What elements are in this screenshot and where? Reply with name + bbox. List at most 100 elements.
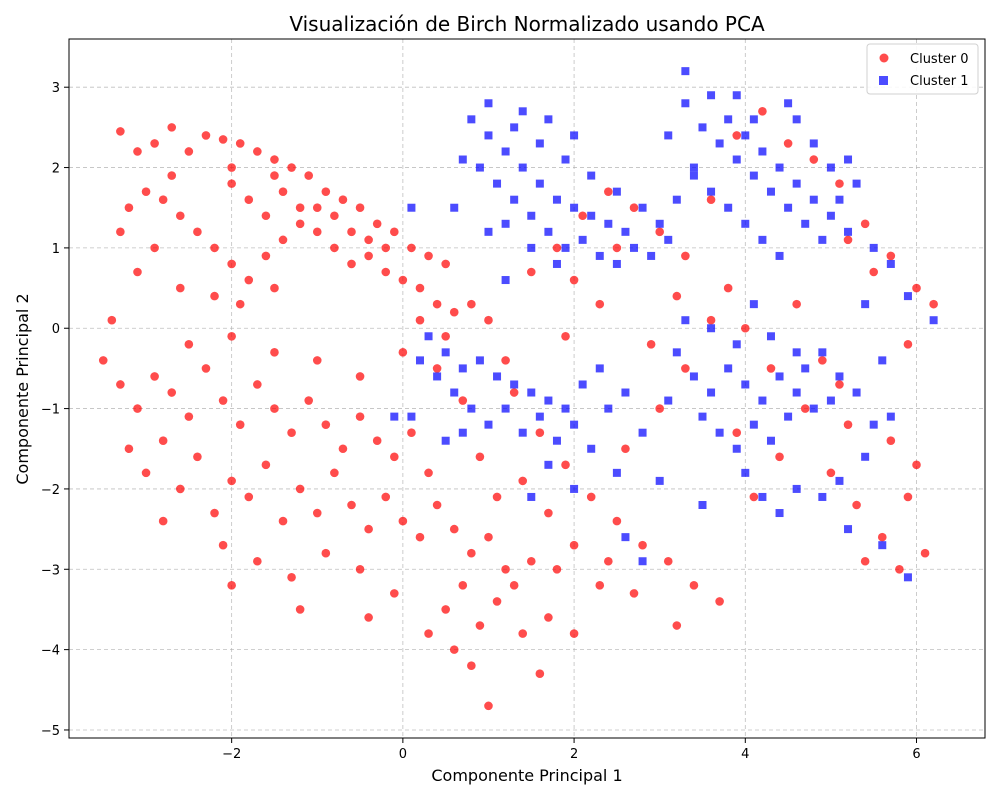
- cluster-0-point: [569, 540, 579, 550]
- cluster-0-point: [792, 299, 801, 309]
- cluster-1-point: [689, 171, 698, 180]
- cluster-1-point: [527, 492, 536, 501]
- cluster-0-point: [569, 275, 579, 285]
- cluster-1-point: [775, 251, 784, 260]
- series-cluster-1: [390, 67, 938, 582]
- cluster-1-point: [510, 380, 519, 389]
- cluster-1-point: [578, 380, 587, 389]
- x-tick-label: 4: [741, 747, 749, 762]
- cluster-0-point: [877, 532, 887, 542]
- cluster-0-point: [621, 444, 630, 454]
- cluster-1-point: [698, 123, 707, 132]
- cluster-0-point: [347, 500, 356, 510]
- cluster-1-point: [638, 203, 647, 212]
- cluster-0-point: [595, 299, 605, 309]
- grid-layer: [69, 39, 985, 738]
- cluster-0-point: [261, 211, 271, 221]
- y-tick-label: −1: [41, 403, 60, 418]
- cluster-1-point: [570, 484, 579, 493]
- cluster-1-point: [587, 211, 596, 220]
- cluster-1-point: [758, 492, 767, 501]
- cluster-0-point: [390, 452, 399, 462]
- cluster-0-point: [467, 548, 476, 558]
- cluster-1-point: [681, 316, 690, 325]
- cluster-0-point: [860, 556, 870, 566]
- cluster-1-point: [826, 163, 835, 172]
- cluster-0-point: [501, 356, 510, 365]
- cluster-1-point: [561, 404, 570, 413]
- cluster-1-point: [450, 203, 459, 212]
- cluster-1-point: [792, 484, 801, 493]
- cluster-1-point: [570, 203, 579, 212]
- cluster-0-point: [869, 267, 879, 277]
- cluster-1-point: [869, 243, 878, 252]
- plot-frame: [68, 38, 986, 739]
- cluster-0-point: [295, 203, 305, 213]
- cluster-0-point: [604, 556, 613, 566]
- legend-marker-cluster-1: [879, 76, 888, 85]
- cluster-1-point: [732, 340, 741, 349]
- cluster-1-point: [681, 99, 690, 108]
- cluster-0-point: [227, 476, 236, 486]
- cluster-0-point: [218, 540, 228, 550]
- cluster-1-point: [775, 163, 784, 172]
- cluster-1-point: [604, 219, 613, 228]
- cluster-0-point: [270, 283, 279, 293]
- cluster-0-point: [835, 179, 844, 188]
- cluster-0-point: [210, 291, 219, 301]
- cluster-0-point: [312, 356, 322, 365]
- cluster-0-point: [723, 283, 733, 293]
- legend-label-cluster-1: Cluster 1: [910, 74, 969, 89]
- cluster-0-point: [364, 235, 373, 245]
- cluster-0-point: [441, 259, 450, 269]
- cluster-0-point: [398, 348, 408, 357]
- cluster-1-point: [903, 573, 912, 582]
- cluster-0-point: [227, 581, 236, 590]
- cluster-1-point: [707, 91, 716, 100]
- cluster-1-point: [903, 292, 912, 301]
- cluster-0-point: [227, 179, 236, 188]
- cluster-0-point: [929, 299, 938, 309]
- cluster-0-point: [244, 492, 254, 502]
- cluster-0-point: [227, 331, 236, 341]
- cluster-1-point: [501, 147, 510, 156]
- cluster-0-point: [201, 131, 211, 140]
- cluster-1-point: [801, 364, 810, 373]
- cluster-0-point: [509, 388, 519, 397]
- cluster-1-point: [732, 444, 741, 453]
- cluster-0-point: [150, 243, 159, 253]
- cluster-0-point: [886, 251, 896, 261]
- cluster-0-point: [484, 532, 493, 542]
- y-axis-label: Componente Principal 2: [13, 293, 32, 484]
- cluster-1-point: [732, 155, 741, 164]
- cluster-0-point: [484, 701, 493, 711]
- cluster-0-point: [167, 171, 177, 180]
- cluster-0-point: [175, 283, 185, 293]
- cluster-0-point: [843, 420, 853, 429]
- cluster-0-point: [407, 428, 416, 437]
- cluster-0-point: [175, 484, 185, 494]
- cluster-0-point: [278, 235, 288, 245]
- cluster-1-point: [518, 107, 527, 116]
- cluster-0-point: [852, 500, 861, 510]
- cluster-1-point: [552, 259, 561, 268]
- cluster-1-point: [818, 492, 827, 501]
- cluster-1-point: [826, 396, 835, 405]
- cluster-1-point: [510, 195, 519, 204]
- cluster-0-point: [141, 187, 151, 196]
- cluster-1-point: [655, 219, 664, 228]
- cluster-1-point: [587, 171, 596, 180]
- cluster-0-point: [604, 187, 613, 196]
- cluster-0-point: [467, 299, 476, 309]
- cluster-1-point: [715, 139, 724, 148]
- cluster-0-point: [210, 243, 219, 253]
- cluster-0-point: [133, 267, 142, 277]
- cluster-0-point: [167, 123, 177, 132]
- cluster-1-point: [630, 243, 639, 252]
- cluster-1-point: [561, 155, 570, 164]
- cluster-0-point: [681, 364, 690, 373]
- cluster-1-point: [886, 412, 895, 421]
- cluster-0-point: [253, 380, 262, 389]
- cluster-1-point: [433, 372, 442, 381]
